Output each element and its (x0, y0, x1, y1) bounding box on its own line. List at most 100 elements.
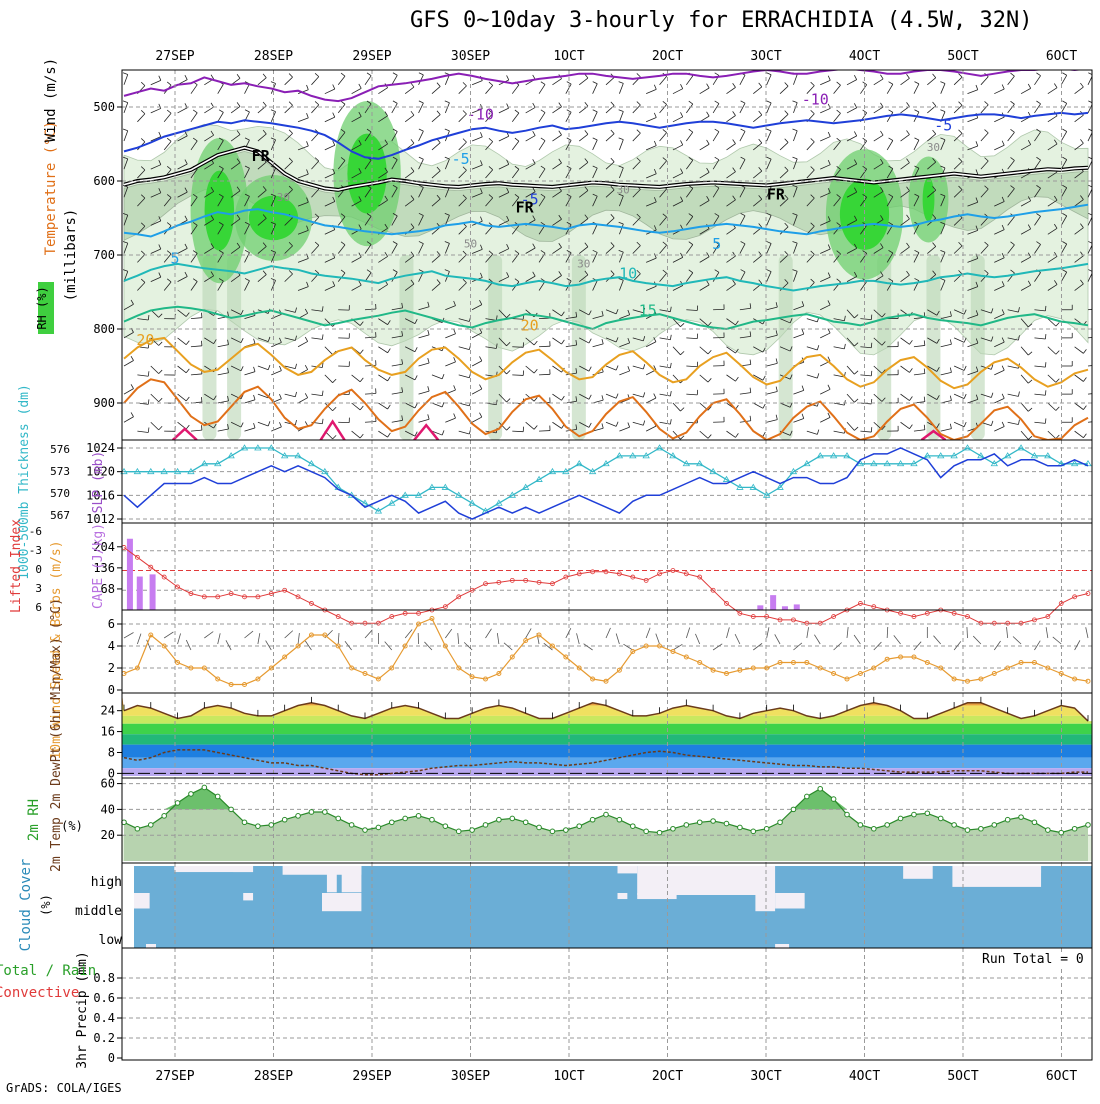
wind-barb-flag (1098, 304, 1099, 309)
precip-axis-label: 0.6 (93, 991, 115, 1005)
rh-marker (443, 824, 448, 829)
wind-barb-flag (1098, 388, 1099, 393)
rh-marker (135, 826, 140, 831)
surface-wind-barb (753, 643, 762, 650)
cloud-clear (618, 893, 628, 899)
slp-axis-title: SLP (mb) (91, 451, 106, 514)
rh2m-unit: (%) (61, 819, 83, 833)
rh-marker (778, 820, 783, 825)
rh-marker (550, 829, 555, 834)
wind-axis-label: 6 (108, 617, 115, 631)
wind-axis-label: 4 (108, 639, 115, 653)
date-label-bottom: 4OCT (849, 1069, 880, 1084)
pressure-axis-label: 600 (93, 174, 115, 188)
rh-marker (229, 807, 234, 812)
rh-marker (1072, 826, 1077, 831)
rh-marker (497, 817, 502, 822)
lifted-tick: -6 (29, 525, 42, 538)
rh-marker (282, 817, 287, 822)
cloud-clear (903, 866, 933, 879)
cloud-axis-title: Cloud Cover (18, 859, 34, 952)
rh-marker (604, 812, 609, 817)
rh-saturated-core (347, 134, 386, 214)
rh-marker (684, 823, 689, 828)
surface-wind-barb (735, 634, 740, 644)
contour-label: 20 (521, 316, 539, 334)
surface-wind-barb (124, 633, 134, 639)
surface-wind-barb (807, 627, 809, 638)
rh-marker (912, 812, 917, 817)
page-title: GFS 0~10day 3-hourly for ERRACHIDIA (4.5… (410, 8, 1033, 33)
surface-wind-barb (577, 633, 580, 644)
surface-wind-barb (934, 636, 941, 644)
rh-marker (296, 814, 301, 819)
rh-marker (858, 823, 863, 828)
contour-label: -5 (452, 150, 470, 168)
rh-column (227, 255, 241, 440)
date-label-top: 1OCT (553, 49, 584, 64)
surface-wind-barb (178, 633, 181, 644)
rh-marker (376, 825, 381, 830)
rh-marker (617, 817, 622, 822)
lifted-tick: 0 (35, 563, 42, 576)
contour-label: -5 (934, 117, 952, 135)
precip-axis-label: 0 (108, 1051, 115, 1065)
temp-band (122, 768, 1092, 776)
rh-marker (938, 816, 943, 821)
surface-wind-barb (887, 627, 888, 638)
contour-label: 30 (617, 183, 630, 196)
date-label-bottom: 30SEP (451, 1069, 490, 1084)
surface-wind-barb (584, 644, 593, 650)
cloud-clear (618, 866, 638, 873)
temp-axis-label: 8 (108, 745, 115, 759)
date-label-bottom: 28SEP (254, 1069, 293, 1084)
rh-marker (1046, 828, 1051, 833)
rh-marker (175, 801, 180, 806)
precip-convective-label: Convective (0, 985, 79, 1001)
rh-marker (1005, 817, 1010, 822)
cloud-clear (1016, 866, 1041, 873)
surface-wind-barb (186, 640, 191, 650)
rh-marker (885, 823, 890, 828)
rh-marker (202, 785, 207, 790)
cloud-axis-unit: (%) (39, 894, 53, 916)
surface-wind-barb (345, 641, 352, 650)
surface-wind-barb (616, 633, 619, 644)
rh-column (926, 255, 940, 440)
rh-marker (510, 816, 515, 821)
rh-marker (764, 826, 769, 831)
slp-frame (122, 440, 1092, 523)
rh-marker (483, 823, 488, 828)
surface-wind-barb (365, 630, 372, 638)
surface-wind-barb (164, 632, 173, 638)
contour-label: 10 (619, 265, 637, 283)
surface-wind-barb (967, 627, 968, 638)
rh-marker (309, 810, 314, 815)
contour-label: 5 (712, 235, 721, 253)
rh-marker (952, 823, 957, 828)
cloud-clear (146, 944, 156, 948)
temp-band (122, 724, 1092, 734)
rh-marker (992, 823, 997, 828)
cape-bar (137, 577, 143, 610)
date-label-top: 29SEP (352, 49, 391, 64)
rh-marker (738, 825, 743, 830)
rh-marker (630, 824, 635, 829)
rh-marker (349, 823, 354, 828)
surface-wind-barb (1007, 627, 1008, 638)
run-total-label: Run Total = 0 (982, 952, 1084, 967)
cape-bar (127, 539, 133, 610)
rh-marker (564, 828, 569, 833)
date-label-top: 2OCT (652, 49, 683, 64)
cloud-level-low: low (99, 933, 123, 948)
cloud-clear (130, 893, 150, 909)
rh-column (202, 255, 216, 440)
rh-marker (323, 810, 328, 815)
cloud-clear (233, 866, 253, 872)
cloud-clear (637, 866, 775, 895)
contour-label: FR (252, 147, 271, 165)
rh-marker (336, 816, 341, 821)
lifted-tick: 3 (35, 582, 42, 595)
rh-axis-label: 20 (101, 828, 115, 842)
